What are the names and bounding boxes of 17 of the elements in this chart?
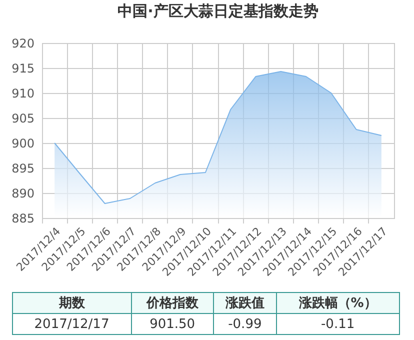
y-tick-label: 920 [12, 36, 34, 50]
text: 901.50 [131, 314, 214, 334]
y-tick-label: 885 [12, 212, 34, 226]
chart-title: 中国·产区大蒜日定基指数走势 [118, 2, 318, 20]
text: 2017/12/17 [12, 314, 131, 334]
y-tick-label: 905 [12, 112, 34, 126]
y-tick-label: 910 [12, 86, 34, 100]
y-tick-label: 900 [12, 136, 34, 150]
text: 涨跌幅（%） [276, 292, 400, 314]
text: -0.99 [214, 314, 276, 334]
text: -0.11 [276, 314, 400, 334]
y-tick-label: 915 [12, 62, 34, 76]
text: 涨跌值 [214, 292, 276, 314]
y-tick-label: 895 [12, 162, 34, 176]
y-tick-label: 890 [12, 186, 34, 200]
text: 期数 [12, 292, 131, 314]
text: 价格指数 [131, 292, 214, 314]
